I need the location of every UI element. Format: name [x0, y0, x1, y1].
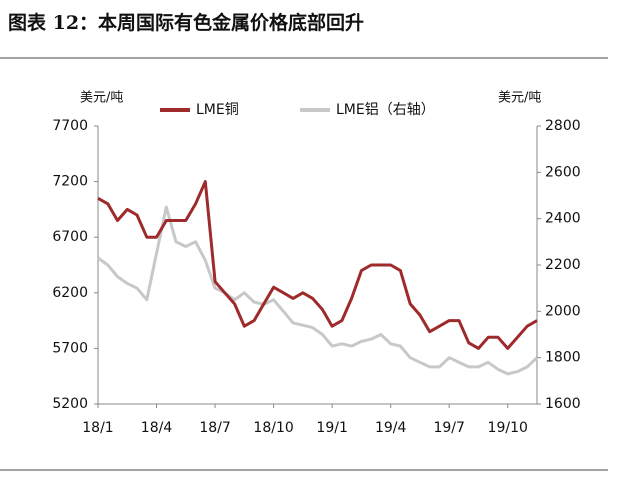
y-tick-label: 7700 — [52, 118, 88, 134]
chart-title: 图表 12：本周国际有色金属价格底部回升 — [8, 11, 364, 34]
y-tick-label: 5200 — [52, 396, 88, 412]
x-tick-label: 19/1 — [316, 420, 347, 436]
y2-tick-label: 1800 — [545, 350, 581, 366]
y-tick-label: 6700 — [52, 229, 88, 245]
y2-tick-label: 2400 — [545, 211, 581, 227]
legend-label: LME铝（右轴） — [336, 102, 435, 118]
series-line — [97, 205, 539, 376]
x-tick-label: 18/7 — [199, 420, 230, 436]
x-tick-label: 18/4 — [141, 420, 173, 436]
y2-tick-label: 1600 — [545, 396, 581, 412]
x-tick-label: 19/4 — [375, 420, 407, 436]
x-tick-label: 19/10 — [488, 420, 528, 436]
legend-label: LME铜 — [196, 102, 239, 118]
y-tick-label: 6200 — [52, 285, 88, 301]
y2-tick-label: 2800 — [545, 118, 581, 134]
y-axis-unit: 美元/吨 — [80, 91, 123, 106]
y2-axis-unit: 美元/吨 — [498, 91, 541, 106]
y-tick-label: 5700 — [52, 340, 88, 356]
y-tick-label: 7200 — [52, 174, 88, 190]
x-tick-label: 18/10 — [253, 420, 293, 436]
y2-tick-label: 2000 — [545, 303, 581, 319]
x-tick-label: 19/7 — [433, 420, 464, 436]
y2-tick-label: 2600 — [545, 164, 581, 180]
y2-tick-label: 2200 — [545, 257, 581, 273]
series-line — [97, 180, 538, 350]
x-tick-label: 18/1 — [82, 420, 113, 436]
